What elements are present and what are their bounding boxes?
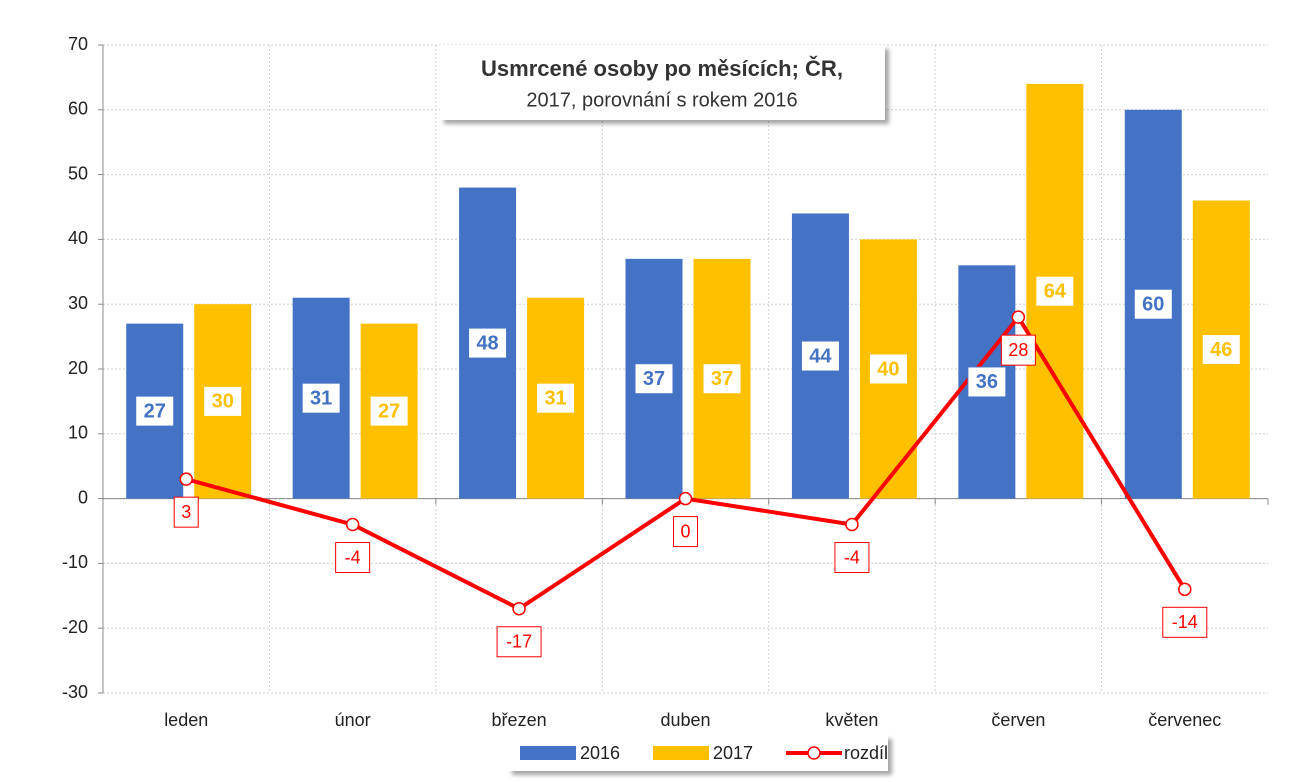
x-tick-label: červenec	[1148, 710, 1221, 730]
data-label: 28	[1008, 340, 1028, 360]
data-label-box	[173, 496, 199, 528]
data-label-box	[1035, 275, 1075, 307]
data-label-box	[702, 363, 742, 395]
y-tick-label: 50	[68, 163, 88, 183]
chart-title: Usmrcené osoby po měsících; ČR,	[481, 56, 843, 81]
data-label: 44	[809, 345, 832, 367]
data-label: -4	[844, 547, 860, 567]
data-label-box	[536, 382, 576, 414]
data-label: 3	[181, 502, 191, 522]
data-label: 40	[877, 358, 899, 380]
data-label-box	[634, 363, 674, 395]
x-tick-label: únor	[335, 710, 371, 730]
data-label: 60	[1142, 293, 1164, 315]
x-tick-label: leden	[164, 710, 208, 730]
y-tick-label: -10	[62, 552, 88, 572]
y-tick-label: 20	[68, 358, 88, 378]
legend-swatch	[520, 746, 576, 760]
data-label-box	[1000, 334, 1036, 366]
line-marker	[179, 472, 193, 486]
legend-label: rozdíl	[844, 743, 888, 763]
data-label-box	[1201, 334, 1241, 366]
x-tick-label: květen	[825, 710, 878, 730]
data-label-box	[301, 382, 341, 414]
line-marker	[512, 602, 526, 616]
legend-marker	[807, 746, 821, 760]
data-label: 0	[680, 521, 690, 541]
line-marker	[1178, 582, 1192, 597]
line-marker	[845, 517, 859, 532]
title-box	[440, 45, 885, 120]
data-label-box	[1133, 288, 1173, 320]
data-label-box	[1162, 606, 1208, 638]
data-label-box	[203, 385, 243, 417]
data-label: -17	[506, 632, 532, 652]
data-label: 36	[976, 371, 998, 393]
data-label: 48	[476, 332, 498, 354]
y-tick-label: 60	[68, 99, 88, 119]
data-label-box	[834, 542, 870, 574]
data-label-box	[800, 340, 840, 372]
data-label: -14	[1172, 612, 1198, 632]
data-label: 46	[1210, 339, 1232, 361]
data-label: 37	[643, 368, 665, 390]
data-label-box	[135, 395, 175, 427]
x-tick-label: červen	[991, 710, 1045, 730]
y-tick-label: 0	[78, 487, 88, 507]
data-label: 27	[144, 400, 166, 422]
data-label: 30	[212, 391, 234, 413]
data-label-box	[335, 542, 371, 574]
x-tick-label: duben	[660, 710, 710, 730]
legend-label: 2017	[713, 743, 753, 763]
data-label-box	[868, 353, 908, 385]
y-tick-label: 40	[68, 228, 88, 248]
line-marker	[1011, 310, 1026, 324]
line-marker	[345, 517, 360, 532]
line-marker	[678, 491, 693, 506]
legend: 2016 2017 rozdíl	[520, 743, 888, 763]
data-label-box	[673, 516, 698, 548]
y-tick-label: -30	[62, 682, 88, 702]
legend-swatch	[653, 746, 709, 760]
data-label-box	[967, 366, 1007, 398]
y-tick-label: 30	[68, 293, 88, 313]
data-label: 31	[544, 387, 566, 409]
y-tick-label: 10	[68, 423, 88, 443]
chart-subtitle: 2017, porovnání s rokem 2016	[526, 89, 797, 111]
data-label: -4	[345, 547, 361, 567]
y-tick-label: -20	[62, 617, 88, 637]
data-label: 37	[711, 368, 733, 390]
data-label: 64	[1044, 281, 1067, 303]
data-label: 31	[310, 387, 332, 409]
x-tick-label: březen	[492, 710, 547, 730]
y-tick-label: 70	[68, 34, 88, 54]
data-label: 27	[378, 400, 400, 422]
legend-label: 2016	[580, 743, 620, 763]
data-label-box	[496, 626, 542, 658]
data-label-box	[369, 395, 409, 427]
data-label-box	[468, 327, 508, 359]
